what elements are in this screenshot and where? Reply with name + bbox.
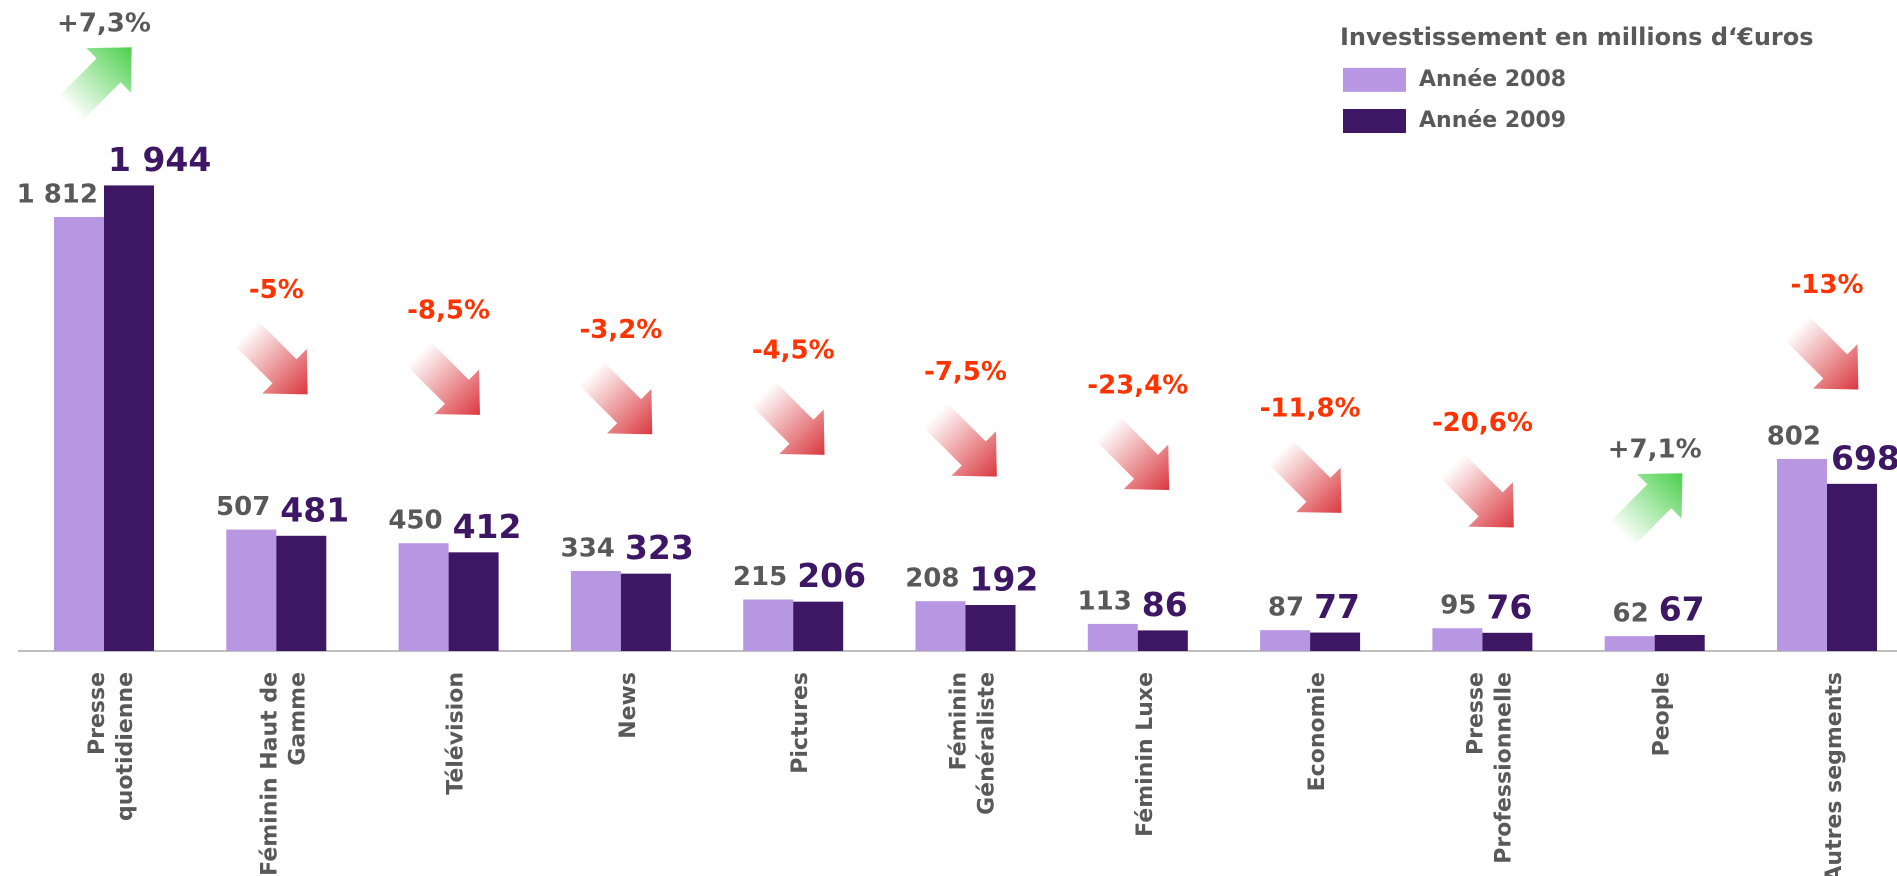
bar: [1260, 630, 1311, 651]
legend-label: Année 2008: [1419, 67, 1566, 92]
bar: [965, 605, 1016, 651]
annotation: -3,2%: [579, 315, 662, 345]
value-label: 450: [388, 506, 442, 536]
bar: [1654, 634, 1705, 651]
arrow-shape: [406, 341, 480, 415]
value-label: 113: [1078, 586, 1132, 616]
x-tick-label: Autres segments: [1822, 672, 1847, 876]
x-tick-label: People: [1650, 672, 1675, 756]
annotation: +7,3%: [57, 9, 151, 39]
arrow-shape: [923, 403, 997, 477]
bar: [1482, 632, 1533, 651]
annotation: -11,8%: [1260, 393, 1361, 423]
value-label: 507: [216, 492, 270, 522]
down-arrow: [1095, 416, 1170, 490]
bar: [276, 535, 327, 651]
bar: [1087, 623, 1138, 651]
value-label: 95: [1440, 591, 1476, 621]
bar: [1827, 483, 1877, 651]
x-tick-label: Féminin Haut de Gamme: [257, 672, 310, 876]
down-arrow: [234, 320, 308, 395]
value-label: 86: [1142, 585, 1188, 624]
legend-swatch: [1343, 109, 1406, 133]
x-tick-label: News: [616, 672, 641, 739]
value-label: 334: [561, 534, 615, 564]
up-arrow: [1608, 473, 1683, 547]
arrow-shape: [750, 381, 825, 455]
arrow-shape: [1440, 453, 1514, 528]
up-arrow: [58, 47, 132, 121]
bar: [226, 529, 277, 651]
legend-swatch: [1343, 67, 1406, 92]
down-arrow: [1784, 315, 1859, 390]
down-arrow: [1440, 453, 1514, 528]
value-label: 1 812: [17, 180, 98, 210]
value-label: 1 944: [108, 140, 211, 179]
value-label: 481: [280, 490, 349, 529]
bar: [1432, 628, 1483, 651]
bar: [793, 601, 844, 651]
arrow-shape: [1784, 315, 1859, 390]
legend-title: Investissement en millions d‘€uros: [1340, 23, 1814, 51]
annotation: -4,5%: [752, 335, 835, 365]
arrow-shape: [234, 320, 308, 395]
x-tick-label: Presse quotidienne: [85, 672, 138, 821]
bar: [1604, 636, 1655, 651]
value-label: 67: [1659, 589, 1705, 628]
value-label: 87: [1268, 593, 1304, 623]
bar: [1777, 458, 1827, 651]
bar: [104, 185, 154, 652]
value-label: 323: [625, 528, 694, 567]
down-arrow: [406, 341, 480, 415]
x-tick-label: Féminin Généraliste: [947, 672, 1000, 815]
x-tick-label: Economie: [1305, 672, 1330, 791]
down-arrow: [923, 403, 997, 477]
value-label: 208: [905, 564, 959, 594]
bar: [743, 599, 794, 651]
annotation: -7,5%: [924, 357, 1007, 387]
annotation: -8,5%: [407, 295, 490, 325]
arrow-shape: [58, 47, 132, 121]
bar: [54, 217, 104, 651]
annotation: -23,4%: [1087, 370, 1188, 400]
x-tick-label: Pictures: [788, 672, 813, 774]
value-label: 62: [1613, 599, 1649, 629]
bar: [398, 543, 449, 651]
value-label: 77: [1314, 587, 1360, 626]
value-label: 215: [733, 562, 787, 592]
annotation: -20,6%: [1432, 408, 1533, 438]
down-arrow: [1267, 439, 1342, 513]
legend-label: Année 2009: [1419, 108, 1566, 133]
bar: [570, 571, 621, 651]
value-label: 802: [1767, 421, 1821, 451]
arrow-shape: [1608, 473, 1683, 547]
annotation: -13%: [1790, 270, 1863, 300]
down-arrow: [578, 360, 653, 435]
annotation: -5%: [249, 275, 304, 305]
value-label: 76: [1486, 587, 1532, 626]
bar: [1310, 632, 1361, 651]
bar: [1137, 630, 1188, 651]
annotation: +7,1%: [1608, 435, 1702, 465]
bar: [448, 552, 499, 651]
bar: [620, 573, 671, 651]
arrow-shape: [1095, 416, 1170, 490]
arrow-shape: [1267, 439, 1342, 513]
x-tick-label: Féminin Luxe: [1133, 672, 1158, 837]
value-label: 412: [453, 507, 522, 546]
arrow-shape: [578, 360, 653, 435]
x-tick-label: Presse Professionnelle: [1463, 672, 1516, 864]
x-tick-label: Télévision: [444, 672, 469, 795]
down-arrow: [750, 381, 825, 455]
bar: [915, 601, 966, 651]
value-label: 698: [1831, 438, 1897, 477]
value-label: 206: [797, 556, 866, 595]
value-label: 192: [970, 560, 1039, 599]
